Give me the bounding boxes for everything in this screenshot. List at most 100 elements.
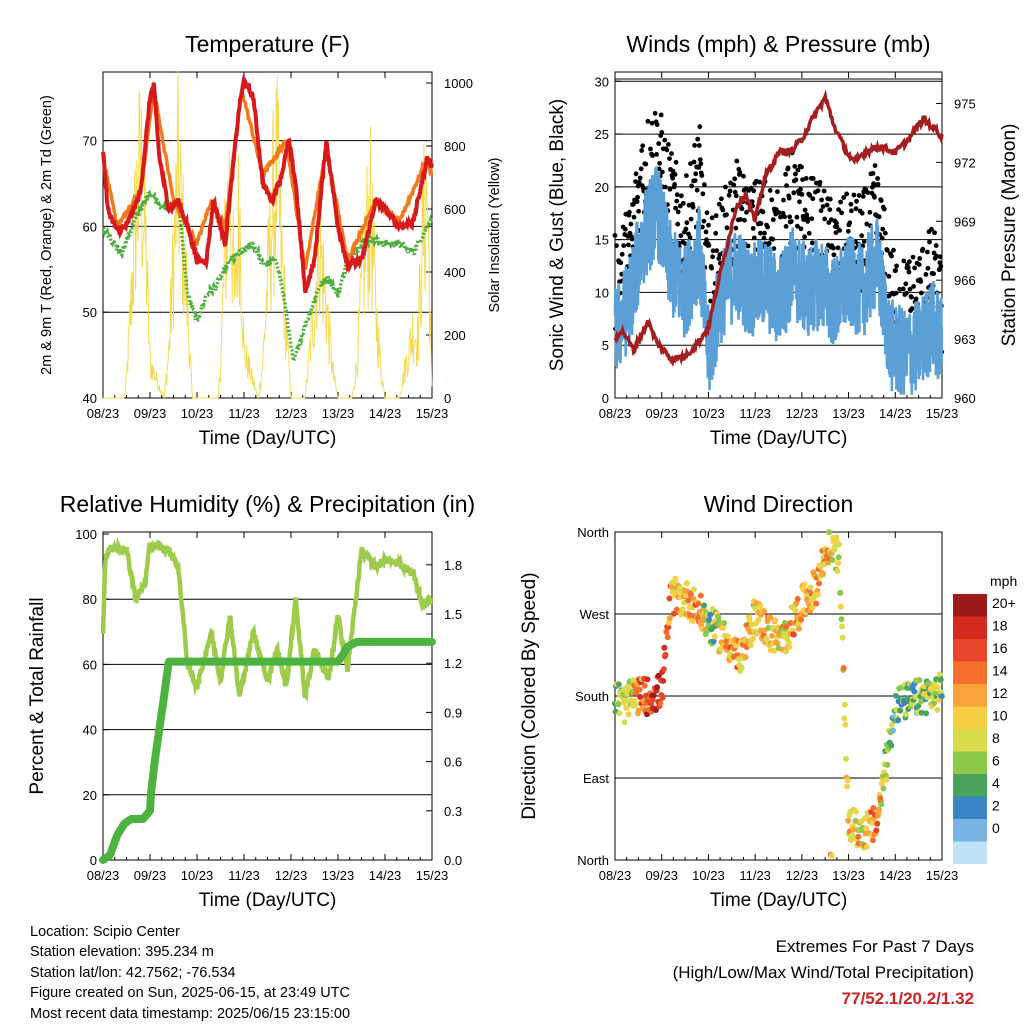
gust-point xyxy=(696,143,702,148)
gust-point xyxy=(916,262,922,267)
direction-point xyxy=(835,560,842,567)
legend-swatch xyxy=(953,729,987,752)
gust-point xyxy=(706,243,712,248)
gust-point xyxy=(792,164,798,169)
direction-point xyxy=(834,568,841,574)
x-axis-label: Time (Day/UTC) xyxy=(199,428,337,449)
legend-label: 16 xyxy=(992,640,1008,656)
y-tick-label: 0 xyxy=(90,853,97,868)
direction-point xyxy=(897,707,904,714)
gust-point xyxy=(636,180,642,185)
gust-point xyxy=(903,281,909,287)
direction-point xyxy=(721,620,728,626)
direction-point xyxy=(746,617,753,623)
gust-point xyxy=(891,247,896,253)
gust-point xyxy=(861,239,867,244)
direction-point xyxy=(711,633,718,640)
direction-point xyxy=(623,705,630,711)
gust-point xyxy=(706,222,711,228)
x-tick-label: 10/23 xyxy=(692,868,725,883)
legend-label: 6 xyxy=(992,753,1000,769)
direction-point xyxy=(839,623,845,630)
y-tick-label: 80 xyxy=(83,592,97,607)
direction-point xyxy=(853,808,859,815)
direction-point xyxy=(850,826,857,833)
gust-point xyxy=(879,235,885,241)
direction-point xyxy=(911,688,918,695)
gust-point xyxy=(683,226,689,232)
direction-point xyxy=(733,642,740,649)
direction-point xyxy=(632,702,639,709)
gust-point xyxy=(697,157,703,163)
direction-point xyxy=(660,677,667,684)
gust-point xyxy=(805,219,811,224)
direction-point xyxy=(625,711,632,718)
legend-swatch xyxy=(953,841,987,864)
direction-point xyxy=(724,633,731,640)
gust-point xyxy=(854,198,859,204)
direction-point xyxy=(833,534,840,541)
x-tick-label: 10/23 xyxy=(692,406,725,421)
gust-point xyxy=(884,247,890,253)
gust-point xyxy=(784,183,789,189)
panel-title: Relative Humidity (%) & Precipitation (i… xyxy=(60,491,475,517)
legend-swatch xyxy=(953,616,987,639)
gust-point xyxy=(716,201,722,207)
gust-point xyxy=(701,218,707,224)
wind-line xyxy=(613,166,944,395)
direction-point xyxy=(937,676,944,683)
gust-point xyxy=(870,171,876,176)
gust-point xyxy=(841,195,847,200)
y-tick-label: North xyxy=(577,525,609,540)
direction-point xyxy=(659,694,666,701)
gust-point xyxy=(799,164,804,170)
gust-point xyxy=(938,264,944,269)
direction-point xyxy=(644,676,651,683)
gust-point xyxy=(700,191,706,197)
gust-point xyxy=(802,207,808,213)
direction-point xyxy=(876,806,882,813)
gust-point xyxy=(634,199,640,205)
direction-point xyxy=(636,686,643,693)
x-tick-label: 08/23 xyxy=(87,406,120,421)
y2-tick-label: 800 xyxy=(444,139,466,154)
gust-point xyxy=(799,192,805,197)
x-tick-label: 15/23 xyxy=(416,868,449,883)
gust-point xyxy=(751,188,757,194)
panel-title: Wind Direction xyxy=(704,491,854,517)
legend-label: 10 xyxy=(992,708,1008,724)
legend-label: 14 xyxy=(992,663,1008,679)
gust-point xyxy=(913,296,919,302)
gust-point xyxy=(710,254,715,260)
extremes-title: Extremes For Past 7 Days xyxy=(775,937,974,956)
gust-point xyxy=(912,265,917,271)
gust-point xyxy=(831,245,836,251)
gust-point xyxy=(909,294,914,300)
gust-point xyxy=(719,196,724,202)
gust-point xyxy=(838,199,843,205)
gust-point xyxy=(643,161,649,167)
gust-point xyxy=(723,184,728,190)
gust-point xyxy=(839,210,844,216)
gust-point xyxy=(824,202,830,208)
direction-point xyxy=(621,719,628,726)
direction-point xyxy=(826,529,833,536)
direction-point xyxy=(661,644,668,651)
gust-point xyxy=(788,219,794,224)
gust-point xyxy=(785,165,791,171)
gust-point xyxy=(853,206,859,212)
legend-label: 8 xyxy=(992,730,1000,746)
gust-point xyxy=(859,233,865,239)
direction-point xyxy=(794,595,801,602)
direction-point xyxy=(706,617,713,623)
x-tick-label: 11/23 xyxy=(739,868,771,883)
gust-point xyxy=(889,253,894,259)
direction-point xyxy=(795,625,802,632)
gust-point xyxy=(836,207,841,213)
direction-point xyxy=(696,608,703,615)
gust-point xyxy=(744,209,749,215)
gust-point xyxy=(732,176,738,182)
gust-point xyxy=(834,220,839,226)
gust-point xyxy=(937,254,943,260)
gust-point xyxy=(820,204,826,209)
